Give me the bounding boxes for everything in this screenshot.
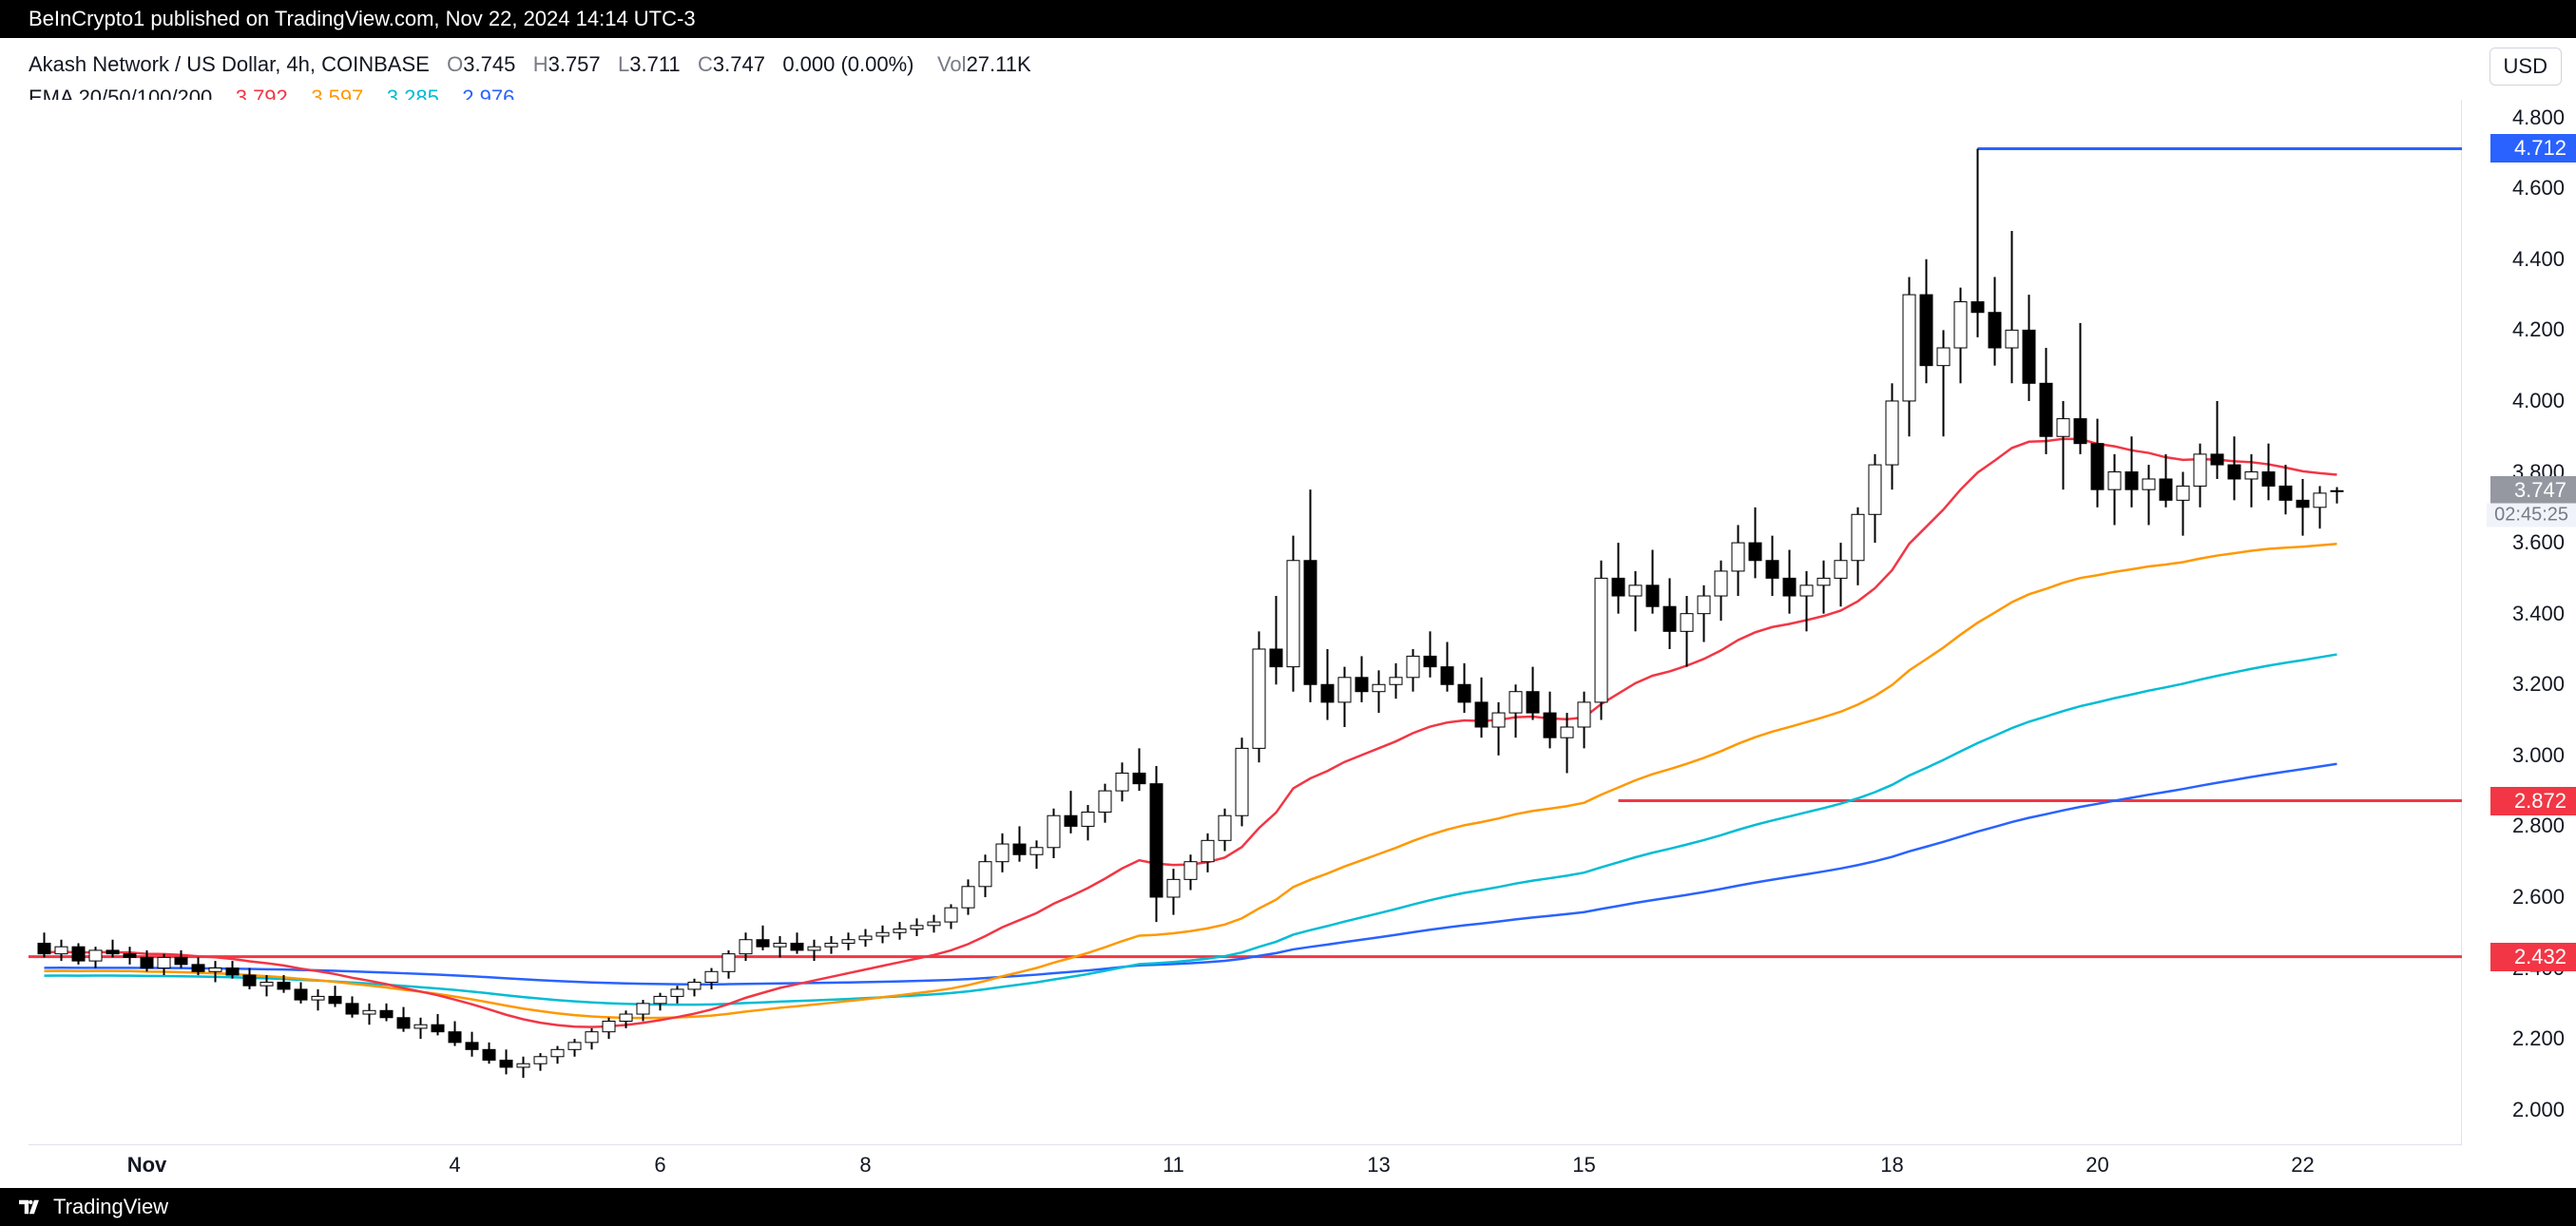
ohlc-h: 3.757	[548, 52, 601, 76]
price-level-tag: 2.432	[2490, 943, 2576, 971]
currency-badge[interactable]: USD	[2489, 48, 2562, 86]
x-tick: 6	[654, 1153, 665, 1178]
y-tick: 4.600	[2512, 176, 2565, 201]
x-tick: Nov	[127, 1153, 167, 1178]
y-tick: 3.600	[2512, 530, 2565, 555]
ohlc-c: 3.747	[713, 52, 765, 76]
x-tick: 11	[1163, 1153, 1184, 1178]
x-tick: 20	[2086, 1153, 2108, 1178]
time-axis[interactable]: Nov46811131518202225	[29, 1145, 2462, 1183]
y-tick: 3.400	[2512, 602, 2565, 626]
chart-plot-area[interactable]	[29, 100, 2462, 1145]
x-tick: 18	[1880, 1153, 1903, 1178]
y-tick: 2.200	[2512, 1026, 2565, 1051]
footer-bar: TradingView	[0, 1188, 2576, 1226]
price-axis[interactable]: 4.8004.6004.4004.2004.0003.8003.6003.400…	[2471, 100, 2576, 1145]
ohlc-c-label: C	[698, 52, 713, 76]
x-tick: 22	[2291, 1153, 2314, 1178]
ohlc-o-label: O	[447, 52, 463, 76]
x-tick: 15	[1572, 1153, 1595, 1178]
chart-header: Akash Network / US Dollar, 4h, COINBASE …	[29, 52, 1031, 77]
y-tick: 2.600	[2512, 885, 2565, 910]
vol-label: Vol	[937, 52, 967, 76]
ohlc-l: 3.711	[629, 52, 680, 76]
publish-text: BeInCrypto1 published on TradingView.com…	[29, 7, 696, 31]
ohlc-o: 3.745	[463, 52, 515, 76]
y-tick: 2.000	[2512, 1098, 2565, 1122]
x-tick: 8	[859, 1153, 871, 1178]
y-tick: 2.800	[2512, 814, 2565, 838]
x-tick: 13	[1367, 1153, 1390, 1178]
ohlc-change: 0.000 (0.00%)	[782, 52, 913, 76]
publish-banner: BeInCrypto1 published on TradingView.com…	[0, 0, 2576, 38]
x-tick: 4	[449, 1153, 460, 1178]
y-tick: 4.000	[2512, 389, 2565, 413]
ohlc-h-label: H	[533, 52, 548, 76]
countdown-tag: 02:45:25	[2487, 504, 2576, 527]
symbol-title[interactable]: Akash Network / US Dollar, 4h, COINBASE	[29, 52, 430, 76]
y-tick: 3.000	[2512, 743, 2565, 768]
y-tick: 4.800	[2512, 105, 2565, 130]
chart-svg	[29, 100, 2462, 1145]
price-level-tag: 4.712	[2490, 134, 2576, 163]
chart-container: Akash Network / US Dollar, 4h, COINBASE …	[0, 38, 2576, 1188]
price-level-tag: 2.872	[2490, 787, 2576, 815]
y-tick: 4.400	[2512, 247, 2565, 272]
last-price-tag: 3.747	[2490, 476, 2576, 505]
y-tick: 4.200	[2512, 317, 2565, 342]
ohlc-l-label: L	[618, 52, 629, 76]
y-tick: 3.200	[2512, 672, 2565, 697]
footer-brand: TradingView	[53, 1195, 168, 1219]
tradingview-logo-icon	[19, 1195, 44, 1219]
vol-value: 27.11K	[967, 52, 1031, 76]
